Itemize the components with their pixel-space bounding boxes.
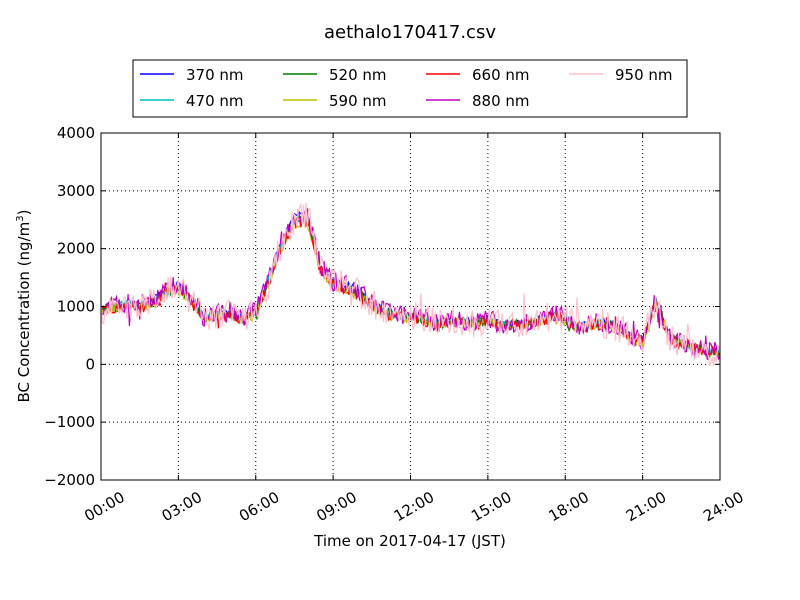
ticks [100,132,721,481]
y-tick-label: 4000 [57,124,95,142]
y-tick-label: 1000 [57,298,95,316]
y-tick-label: 2000 [57,240,95,258]
series-lines [100,202,721,367]
y-tick-labels: −2000 −1000 0 1000 2000 3000 4000 [44,124,95,489]
y-axis-label-main: BC Concentration (ng/m [15,222,33,403]
legend-label: 950 nm [615,66,673,84]
y-axis-label: BC Concentration (ng/m3) [15,210,33,403]
series-line [100,202,721,367]
legend-label: 370 nm [186,66,244,84]
legend-label: 880 nm [472,92,530,110]
legend-frame [132,59,688,118]
legend-label: 520 nm [329,66,387,84]
legend-label: 660 nm [472,66,530,84]
y-axis-label-tail: ) [15,210,33,216]
y-tick-label: −2000 [44,471,95,489]
y-tick-label: 0 [85,355,95,373]
legend: 370 nm 470 nm 520 nm 590 nm 660 nm 880 nm 950 … [132,59,688,118]
x-axis-label: Time on 2017-04-17 (JST) [313,532,506,550]
chart-title: aethalo170417.csv [324,22,496,43]
y-tick-label: 3000 [57,182,95,200]
y-tick-label: −1000 [44,413,95,431]
legend-label: 470 nm [186,92,244,110]
y-axis-label-sup: 3 [15,215,26,221]
legend-label: 590 nm [329,92,387,110]
series-line [100,208,721,361]
